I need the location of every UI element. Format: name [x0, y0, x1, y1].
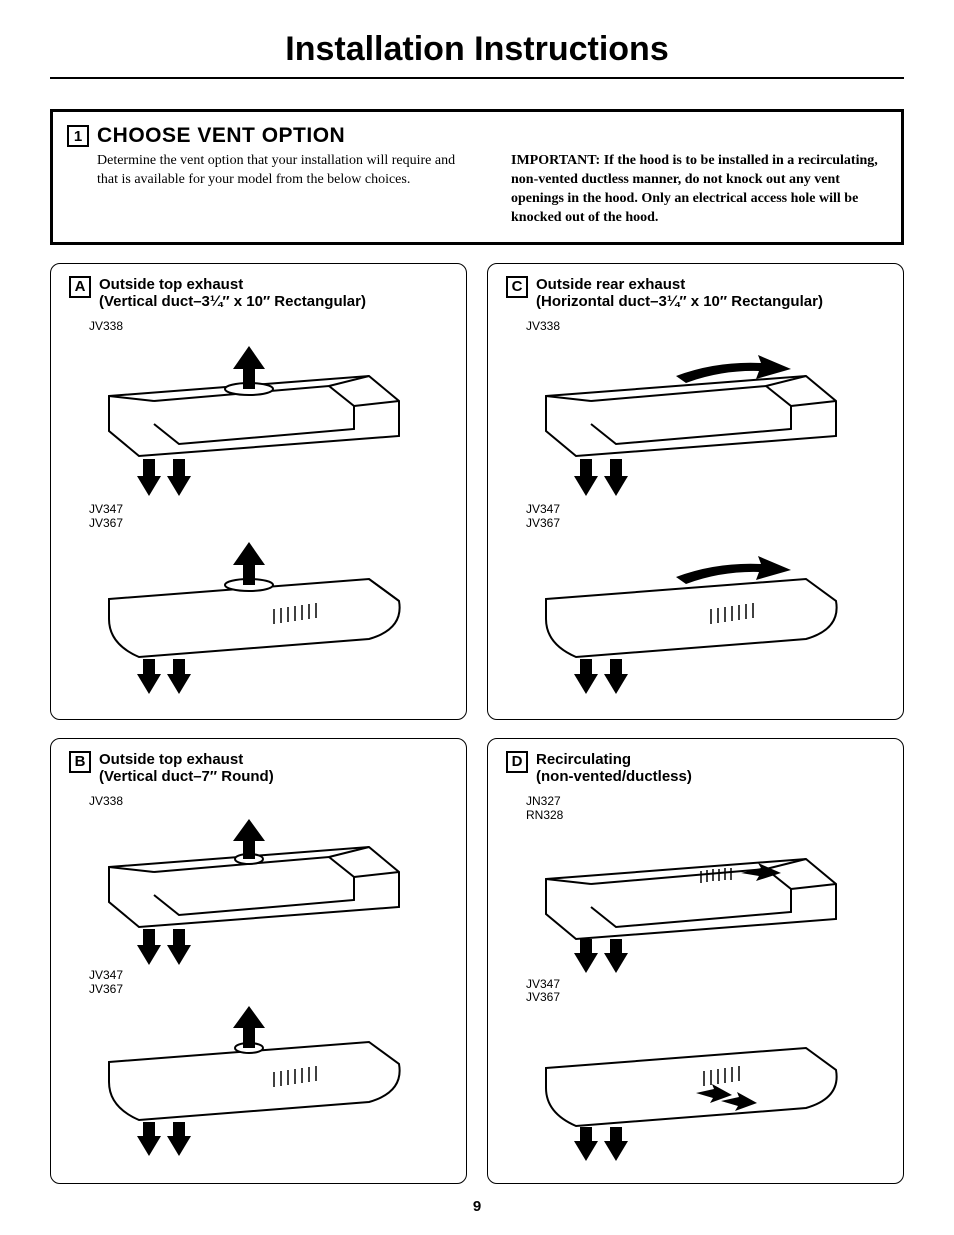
- options-grid: A Outside top exhaust (Vertical duct–3¼″…: [50, 263, 904, 1185]
- option-subtitle: (Horizontal duct–3¼″ x 10″ Rectangular): [536, 293, 823, 310]
- option-a: A Outside top exhaust (Vertical duct–3¼″…: [50, 263, 467, 720]
- hood-diagram-icon: [69, 817, 448, 967]
- hood-model-label: JV347 JV367: [526, 978, 885, 1006]
- hood-model-label: JV347 JV367: [89, 969, 448, 997]
- option-title: Outside rear exhaust: [536, 276, 823, 293]
- hood-diagram-icon: [506, 831, 885, 976]
- option-title: Recirculating: [536, 751, 692, 768]
- hood-diagram-icon: [69, 1004, 448, 1159]
- hood-diagram-icon: [506, 539, 885, 699]
- step-important-text: IMPORTANT: If the hood is to be installe…: [511, 152, 885, 228]
- hood-model-label: JV338: [89, 795, 448, 809]
- option-subtitle: (Vertical duct–7″ Round): [99, 768, 274, 785]
- option-subtitle: (Vertical duct–3¼″ x 10″ Rectangular): [99, 293, 366, 310]
- hood-diagram-icon: [506, 341, 885, 501]
- step-header: 1 CHOOSE VENT OPTION: [67, 124, 885, 148]
- option-b: B Outside top exhaust (Vertical duct–7″ …: [50, 738, 467, 1184]
- option-letter-badge: B: [69, 751, 91, 773]
- page-title: Installation Instructions: [50, 30, 904, 79]
- option-letter-badge: D: [506, 751, 528, 773]
- hood-model-label: JV347 JV367: [89, 503, 448, 531]
- option-letter-badge: C: [506, 276, 528, 298]
- option-a-header: A Outside top exhaust (Vertical duct–3¼″…: [69, 276, 448, 310]
- step-number-badge: 1: [67, 125, 89, 147]
- step-body-text: Determine the vent option that your inst…: [97, 152, 471, 228]
- hood-model-label: JV338: [526, 320, 885, 334]
- option-c: C Outside rear exhaust (Horizontal duct–…: [487, 263, 904, 720]
- option-subtitle: (non-vented/ductless): [536, 768, 692, 785]
- hood-model-label: JV347 JV367: [526, 503, 885, 531]
- page-number: 9: [50, 1198, 904, 1215]
- option-title: Outside top exhaust: [99, 751, 274, 768]
- hood-model-label: JN327 RN328: [526, 795, 885, 823]
- hood-diagram-icon: [69, 539, 448, 699]
- hood-diagram-icon: [506, 1013, 885, 1163]
- option-letter-badge: A: [69, 276, 91, 298]
- option-d-header: D Recirculating (non-vented/ductless): [506, 751, 885, 785]
- option-d: D Recirculating (non-vented/ductless) JN…: [487, 738, 904, 1184]
- hood-model-label: JV338: [89, 320, 448, 334]
- step-columns: Determine the vent option that your inst…: [97, 152, 885, 228]
- hood-diagram-icon: [69, 341, 448, 501]
- step-title: CHOOSE VENT OPTION: [97, 124, 345, 148]
- option-b-header: B Outside top exhaust (Vertical duct–7″ …: [69, 751, 448, 785]
- option-title: Outside top exhaust: [99, 276, 366, 293]
- option-c-header: C Outside rear exhaust (Horizontal duct–…: [506, 276, 885, 310]
- step-box: 1 CHOOSE VENT OPTION Determine the vent …: [50, 109, 904, 245]
